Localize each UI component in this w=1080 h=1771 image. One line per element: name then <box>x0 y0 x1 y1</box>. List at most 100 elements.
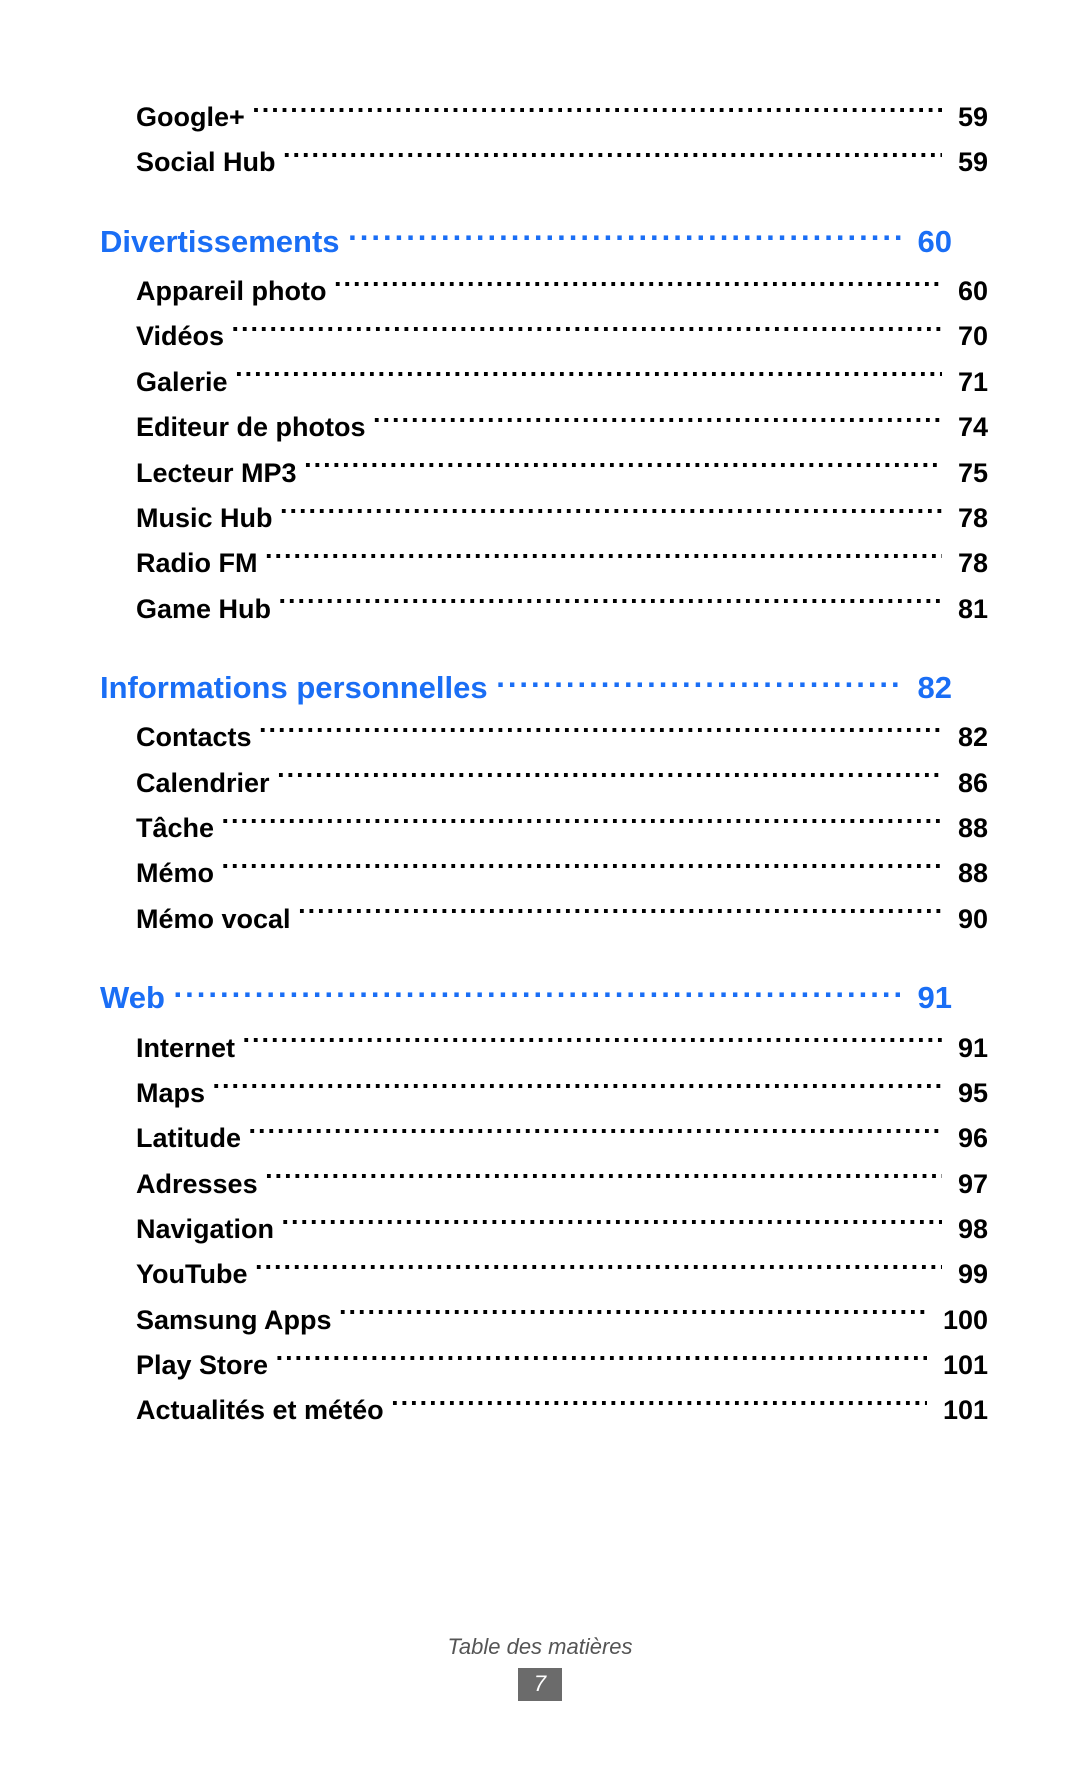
toc-sub-entry[interactable]: Google+ 59 <box>136 95 988 140</box>
toc-sub-page: 97 <box>942 1162 988 1207</box>
toc-section-label: Web <box>100 976 174 1019</box>
toc-sub-entry[interactable]: Galerie 71 <box>136 360 988 405</box>
toc-leader-dots <box>373 409 942 436</box>
toc-sub-entry[interactable]: Music Hub 78 <box>136 496 988 541</box>
toc-sub-page: 71 <box>942 360 988 405</box>
toc-sub-entry[interactable]: Navigation 98 <box>136 1207 988 1252</box>
toc-leader-dots <box>283 144 942 171</box>
toc-sub-entry[interactable]: YouTube 99 <box>136 1252 988 1297</box>
toc-sub-label: Samsung Apps <box>136 1298 339 1343</box>
toc-section-label: Divertissements <box>100 220 348 263</box>
toc-leader-dots <box>222 855 943 882</box>
toc-sub-entry[interactable]: Radio FM 78 <box>136 541 988 586</box>
toc-sub-label: Vidéos <box>136 314 232 359</box>
page-footer: Table des matières 7 <box>0 1634 1080 1701</box>
toc-leader-dots <box>276 1347 928 1374</box>
toc-sub-label: Maps <box>136 1071 213 1116</box>
toc-sub-page: 101 <box>927 1388 988 1433</box>
toc-sub-page: 88 <box>942 806 988 851</box>
toc-sub-page: 60 <box>942 269 988 314</box>
toc-section-entry[interactable]: Web 91 <box>100 976 952 1019</box>
toc-leader-dots <box>174 977 901 1008</box>
toc-leader-dots <box>279 591 943 618</box>
toc-leader-dots <box>249 1120 943 1147</box>
toc-sub-label: Radio FM <box>136 541 265 586</box>
toc-sub-entry[interactable]: Social Hub 59 <box>136 140 988 185</box>
toc-leader-dots <box>339 1302 927 1329</box>
toc-sub-label: Appareil photo <box>136 269 334 314</box>
toc-leader-dots <box>235 364 942 391</box>
toc-sub-entry[interactable]: Maps 95 <box>136 1071 988 1116</box>
toc-sub-entry[interactable]: Internet 91 <box>136 1026 988 1071</box>
toc-sub-entry[interactable]: Editeur de photos 74 <box>136 405 988 450</box>
toc-sub-label: YouTube <box>136 1252 255 1297</box>
toc-sub-page: 82 <box>942 715 988 760</box>
toc-sub-entry[interactable]: Adresses 97 <box>136 1162 988 1207</box>
toc-leader-dots <box>282 1211 943 1238</box>
toc-section-label: Informations personnelles <box>100 666 496 709</box>
toc-leader-dots <box>222 810 943 837</box>
toc-sub-label: Play Store <box>136 1343 276 1388</box>
toc-sub-label: Mémo vocal <box>136 897 298 942</box>
toc-sub-entry[interactable]: Play Store 101 <box>136 1343 988 1388</box>
toc-sub-page: 91 <box>942 1026 988 1071</box>
toc-sub-label: Music Hub <box>136 496 280 541</box>
toc-section-entry[interactable]: Divertissements 60 <box>100 220 952 263</box>
page-number-badge: 7 <box>518 1668 562 1701</box>
toc-section-page: 82 <box>901 666 952 709</box>
toc-sub-page: 96 <box>942 1116 988 1161</box>
toc-leader-dots <box>280 500 942 527</box>
toc-sub-label: Adresses <box>136 1162 265 1207</box>
toc-sub-entry[interactable]: Lecteur MP3 75 <box>136 451 988 496</box>
toc-leader-dots <box>265 1166 942 1193</box>
toc-sub-entry[interactable]: Latitude 96 <box>136 1116 988 1161</box>
toc-leader-dots <box>391 1392 927 1419</box>
toc-sub-label: Google+ <box>136 95 252 140</box>
toc-sub-entry[interactable]: Calendrier 86 <box>136 761 988 806</box>
toc-sub-label: Contacts <box>136 715 259 760</box>
toc-sub-page: 81 <box>942 587 988 632</box>
toc-leader-dots <box>243 1030 943 1057</box>
toc-sub-page: 99 <box>942 1252 988 1297</box>
toc-sub-entry[interactable]: Samsung Apps 100 <box>136 1298 988 1343</box>
toc-sub-entry[interactable]: Contacts 82 <box>136 715 988 760</box>
toc-sub-page: 86 <box>942 761 988 806</box>
toc-sub-entry[interactable]: Appareil photo 60 <box>136 269 988 314</box>
toc-leader-dots <box>213 1075 943 1102</box>
toc-sub-entry[interactable]: Tâche 88 <box>136 806 988 851</box>
toc-leader-dots <box>348 221 901 252</box>
toc-leader-dots <box>252 99 942 126</box>
toc-leader-dots <box>334 273 942 300</box>
toc-sub-label: Internet <box>136 1026 243 1071</box>
toc-sub-label: Mémo <box>136 851 222 896</box>
toc-sub-label: Galerie <box>136 360 235 405</box>
toc-sub-page: 78 <box>942 541 988 586</box>
toc-sub-entry[interactable]: Actualités et météo 101 <box>136 1388 988 1433</box>
toc-leader-dots <box>304 455 942 482</box>
toc-sub-entry[interactable]: Game Hub 81 <box>136 587 988 632</box>
toc-sub-label: Game Hub <box>136 587 279 632</box>
toc-leader-dots <box>298 901 942 928</box>
footer-title: Table des matières <box>0 1634 1080 1660</box>
toc-sub-label: Tâche <box>136 806 222 851</box>
toc-sub-label: Navigation <box>136 1207 282 1252</box>
toc-sub-page: 59 <box>942 140 988 185</box>
toc-sub-label: Social Hub <box>136 140 283 185</box>
toc-sub-page: 78 <box>942 496 988 541</box>
toc-sub-entry[interactable]: Mémo vocal 90 <box>136 897 988 942</box>
toc-section-entry[interactable]: Informations personnelles 82 <box>100 666 952 709</box>
toc-sub-entry[interactable]: Mémo 88 <box>136 851 988 896</box>
toc-leader-dots <box>496 667 901 698</box>
toc-sub-page: 74 <box>942 405 988 450</box>
toc-sub-page: 88 <box>942 851 988 896</box>
toc-section-page: 91 <box>901 976 952 1019</box>
toc-sub-label: Actualités et météo <box>136 1388 391 1433</box>
toc-sub-page: 98 <box>942 1207 988 1252</box>
toc-sub-page: 59 <box>942 95 988 140</box>
toc-sub-page: 90 <box>942 897 988 942</box>
toc-sub-page: 70 <box>942 314 988 359</box>
toc-sub-page: 101 <box>927 1343 988 1388</box>
toc-section-page: 60 <box>901 220 952 263</box>
toc-sub-entry[interactable]: Vidéos 70 <box>136 314 988 359</box>
toc-sub-page: 100 <box>927 1298 988 1343</box>
